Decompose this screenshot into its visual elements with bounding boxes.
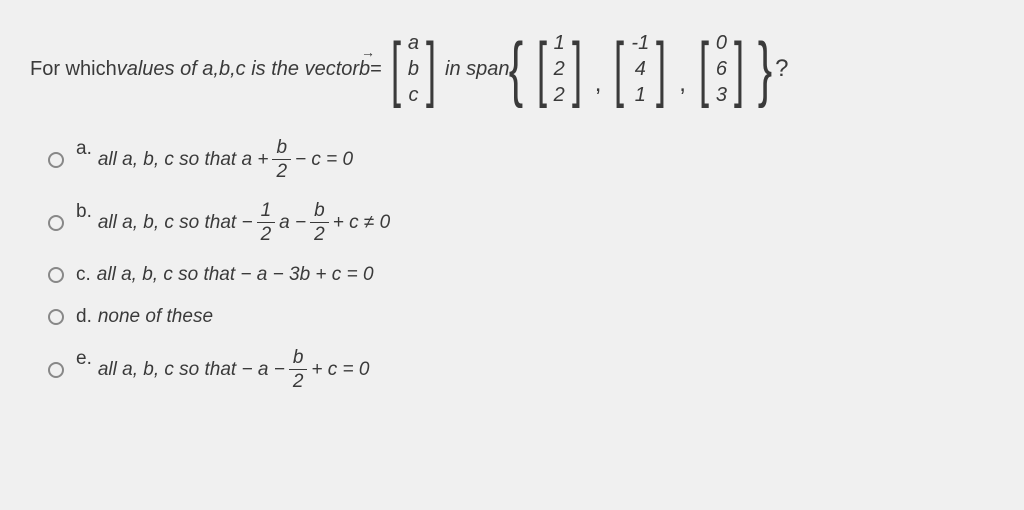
options-list: a. all a, b, c so that a + b 2 − c = 0 b… [48,138,994,391]
curly-left-icon: { [508,37,522,102]
right-bracket-icon: ] [572,37,582,102]
left-bracket-icon: [ [537,37,547,102]
option-b-letter: b. [76,201,92,223]
opt-a-before: all a, b, c so that a + [98,149,269,171]
frac2-den: 2 [314,223,325,244]
option-c-letter: c. [76,264,91,286]
radio-icon[interactable] [48,267,64,283]
option-e[interactable]: e. all a, b, c so that − a − b 2 + c = 0 [48,348,994,391]
v3-r2: 6 [716,56,727,82]
right-bracket-icon: ] [426,37,436,102]
curly-right-icon: } [758,37,772,102]
vector-abc: [ a b c ] [386,30,441,108]
opt-b-mid: a − [279,212,306,234]
frac-den: 2 [293,370,304,391]
radio-icon[interactable] [48,215,64,231]
equals-sign: = [370,58,382,81]
opt-d-text: none of these [98,306,213,328]
opt-c-text: all a, b, c so that − a − 3b + c = 0 [97,264,374,286]
option-b[interactable]: b. all a, b, c so that − 1 2 a − b 2 + c… [48,201,994,244]
frac1-num: 1 [257,201,276,223]
opt-e-after: + c = 0 [311,359,369,381]
vector-b-symbol: b [359,58,370,81]
fraction-icon: 1 2 [257,201,276,244]
vector-abc-content: a b c [406,30,421,108]
v3-r1: 0 [716,30,727,56]
v2-r3: 1 [635,82,646,108]
opt-b-after: + c ≠ 0 [333,212,390,234]
right-bracket-icon: ] [734,37,744,102]
comma-2: , [679,70,686,108]
frac2-num: b [310,201,329,223]
vector-1: [ 1 2 2 ] [532,30,587,108]
option-c[interactable]: c. all a, b, c so that − a − 3b + c = 0 [48,264,994,286]
v2-r2: 4 [635,56,646,82]
vector-1-content: 1 2 2 [552,30,567,108]
opt-b-before: all a, b, c so that − [98,212,253,234]
radio-icon[interactable] [48,152,64,168]
v1-r2: 2 [554,56,565,82]
vec-b-r1: a [408,30,419,56]
frac-num: b [289,348,308,370]
option-a-math: all a, b, c so that a + b 2 − c = 0 [98,138,353,181]
v1-r1: 1 [554,30,565,56]
question-mark: ? [775,55,788,83]
in-span-text: in span [445,58,510,81]
frac-den: 2 [276,160,287,181]
v3-r3: 3 [716,82,727,108]
vector-3: [ 0 6 3 ] [694,30,749,108]
vector-3-content: 0 6 3 [714,30,729,108]
option-d-letter: d. [76,306,92,328]
opt-e-before: all a, b, c so that − a − [98,359,285,381]
option-a-letter: a. [76,138,92,160]
option-a[interactable]: a. all a, b, c so that a + b 2 − c = 0 [48,138,994,181]
v2-r1: -1 [631,30,649,56]
fraction-icon: b 2 [310,201,329,244]
radio-icon[interactable] [48,309,64,325]
vector-2: [ -1 4 1 ] [609,30,671,108]
left-bracket-icon: [ [614,37,624,102]
question-italic: values of a,b,c is the vector [117,58,359,81]
question-prefix: For which [30,58,117,81]
fraction-icon: b 2 [289,348,308,391]
question-row: For which values of a,b,c is the vector … [30,30,994,108]
option-b-math: all a, b, c so that − 1 2 a − b 2 + c ≠ … [98,201,390,244]
vector-2-content: -1 4 1 [629,30,651,108]
left-bracket-icon: [ [391,37,401,102]
radio-icon[interactable] [48,362,64,378]
opt-a-after: − c = 0 [295,149,353,171]
option-e-math: all a, b, c so that − a − b 2 + c = 0 [98,348,370,391]
v1-r3: 2 [554,82,565,108]
fraction-icon: b 2 [272,138,291,181]
option-d[interactable]: d. none of these [48,306,994,328]
option-e-letter: e. [76,348,92,370]
vec-b-r3: c [408,82,418,108]
comma-1: , [595,70,602,108]
right-bracket-icon: ] [656,37,666,102]
vec-b-r2: b [408,56,419,82]
frac-num: b [272,138,291,160]
frac1-den: 2 [261,223,272,244]
left-bracket-icon: [ [699,37,709,102]
